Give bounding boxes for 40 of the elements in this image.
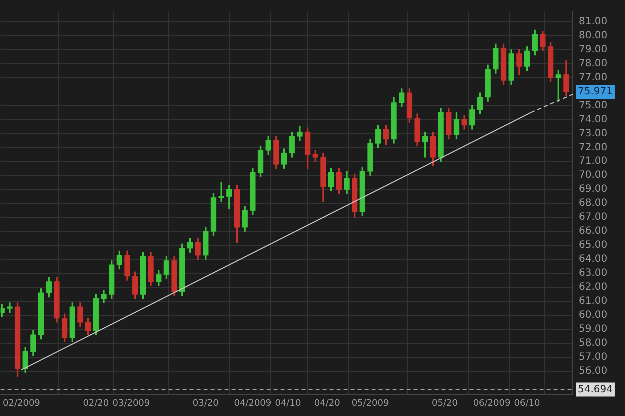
y-tick-label: 73.00 xyxy=(579,128,608,140)
y-tick-label: 68.00 xyxy=(579,198,608,210)
y-tick-label: 65.00 xyxy=(579,240,608,252)
y-tick-label: 62.00 xyxy=(579,282,608,294)
y-tick-label: 72.00 xyxy=(579,142,608,154)
y-tick-label: 64.00 xyxy=(579,254,608,266)
y-tick-label: 58.00 xyxy=(579,338,608,350)
y-tick-label: 67.00 xyxy=(579,212,608,224)
x-tick-label: 03/2009 xyxy=(112,398,150,409)
y-tick-label: 71.00 xyxy=(579,156,608,168)
y-tick-label: 57.00 xyxy=(579,352,608,364)
x-tick-label: 04/2009 xyxy=(234,398,272,409)
y-tick-label: 56.00 xyxy=(579,366,608,378)
y-tick-label: 75.00 xyxy=(579,100,608,112)
y-tick-label: 61.00 xyxy=(579,296,608,308)
y-tick-label: 59.00 xyxy=(579,324,608,336)
x-tick-label: 02/20 xyxy=(83,398,110,409)
candlestick xyxy=(7,302,13,314)
y-tick-label: 70.00 xyxy=(579,170,608,182)
x-tick-label: 06/2009 xyxy=(473,398,511,409)
y-tick-label: 79.00 xyxy=(579,44,608,56)
y-tick-label: 63.00 xyxy=(579,268,608,280)
y-tick-label: 77.00 xyxy=(579,72,608,84)
y-tick-label: 78.00 xyxy=(579,58,608,70)
y-tick-label: 81.00 xyxy=(579,16,608,28)
x-tick-label: 05/2009 xyxy=(352,398,390,409)
x-tick-label: 03/20 xyxy=(192,398,220,409)
y-tick-label: 74.00 xyxy=(579,114,608,126)
y-tick-label: 60.00 xyxy=(579,310,608,322)
x-tick-label: 02/2009 xyxy=(3,398,41,409)
y-tick-label: 66.00 xyxy=(579,226,608,238)
y-tick-label: 80.00 xyxy=(579,30,608,42)
x-tick-label: 05/20 xyxy=(432,398,458,409)
ref-line-label: 54.694 xyxy=(578,384,613,396)
text: 75.971 xyxy=(578,86,613,98)
y-tick-label: 69.00 xyxy=(579,184,608,196)
candlestick xyxy=(218,182,224,203)
x-tick-label: 06/10 xyxy=(514,398,541,409)
x-tick-label: 04/20 xyxy=(314,398,341,409)
x-tick-label: 04/10 xyxy=(275,398,302,409)
